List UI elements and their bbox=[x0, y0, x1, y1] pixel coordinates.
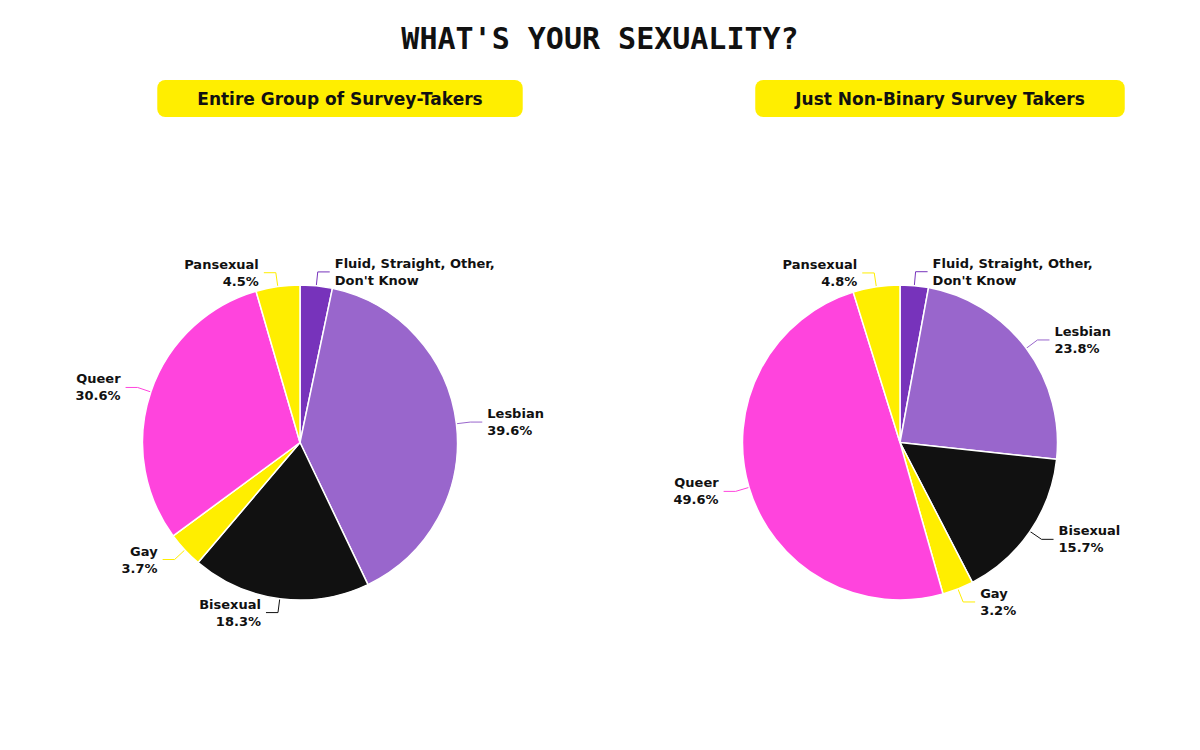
svg-text:4.8%: 4.8% bbox=[821, 274, 857, 289]
svg-text:Gay: Gay bbox=[980, 586, 1008, 601]
svg-text:Fluid, Straight, Other,: Fluid, Straight, Other, bbox=[933, 256, 1093, 271]
svg-text:Don't Know: Don't Know bbox=[335, 273, 419, 288]
svg-text:Lesbian: Lesbian bbox=[487, 406, 544, 421]
svg-text:39.6%: 39.6% bbox=[487, 423, 532, 438]
svg-text:4.5%: 4.5% bbox=[223, 274, 259, 289]
svg-text:Entire Group of Survey-Takers: Entire Group of Survey-Takers bbox=[197, 89, 482, 109]
svg-text:49.6%: 49.6% bbox=[674, 492, 719, 507]
svg-text:3.2%: 3.2% bbox=[980, 603, 1016, 618]
svg-text:Just Non-Binary Survey Takers: Just Non-Binary Survey Takers bbox=[794, 89, 1085, 109]
svg-text:Pansexual: Pansexual bbox=[184, 257, 259, 272]
svg-text:3.7%: 3.7% bbox=[122, 561, 158, 576]
svg-text:Queer: Queer bbox=[674, 475, 719, 490]
svg-text:Pansexual: Pansexual bbox=[783, 257, 858, 272]
svg-text:Bisexual: Bisexual bbox=[1059, 523, 1121, 538]
svg-text:30.6%: 30.6% bbox=[75, 388, 120, 403]
svg-text:Gay: Gay bbox=[130, 544, 158, 559]
svg-text:Fluid, Straight, Other,: Fluid, Straight, Other, bbox=[335, 256, 495, 271]
svg-text:15.7%: 15.7% bbox=[1059, 540, 1104, 555]
svg-text:Don't Know: Don't Know bbox=[933, 273, 1017, 288]
svg-text:Queer: Queer bbox=[76, 371, 121, 386]
svg-text:WHAT'S YOUR SEXUALITY?: WHAT'S YOUR SEXUALITY? bbox=[401, 21, 798, 56]
svg-text:23.8%: 23.8% bbox=[1054, 341, 1099, 356]
svg-text:Bisexual: Bisexual bbox=[199, 597, 261, 612]
svg-text:Lesbian: Lesbian bbox=[1054, 324, 1111, 339]
svg-text:18.3%: 18.3% bbox=[216, 614, 261, 629]
